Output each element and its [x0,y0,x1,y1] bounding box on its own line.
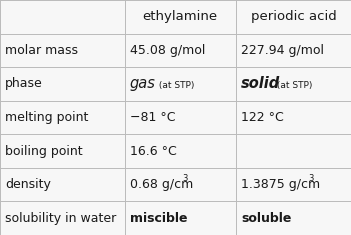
Text: 45.08 g/mol: 45.08 g/mol [130,44,205,57]
Text: ethylamine: ethylamine [143,10,218,23]
Text: 3: 3 [182,174,187,184]
Text: 16.6 °C: 16.6 °C [130,145,177,157]
Text: gas: gas [130,76,156,91]
Text: miscible: miscible [130,212,187,225]
Text: melting point: melting point [5,111,89,124]
Text: 3: 3 [309,174,314,184]
Text: 122 °C: 122 °C [241,111,284,124]
Text: −81 °C: −81 °C [130,111,176,124]
Text: 227.94 g/mol: 227.94 g/mol [241,44,324,57]
Text: molar mass: molar mass [5,44,78,57]
Text: soluble: soluble [241,212,292,225]
Text: solid: solid [241,76,280,91]
Text: boiling point: boiling point [5,145,83,157]
Text: solubility in water: solubility in water [5,212,117,225]
Text: phase: phase [5,77,43,90]
Text: (at STP): (at STP) [274,81,312,90]
Text: 1.3875 g/cm: 1.3875 g/cm [241,178,320,191]
Text: density: density [5,178,51,191]
Text: periodic acid: periodic acid [251,10,336,23]
Text: 0.68 g/cm: 0.68 g/cm [130,178,193,191]
Text: (at STP): (at STP) [156,81,194,90]
